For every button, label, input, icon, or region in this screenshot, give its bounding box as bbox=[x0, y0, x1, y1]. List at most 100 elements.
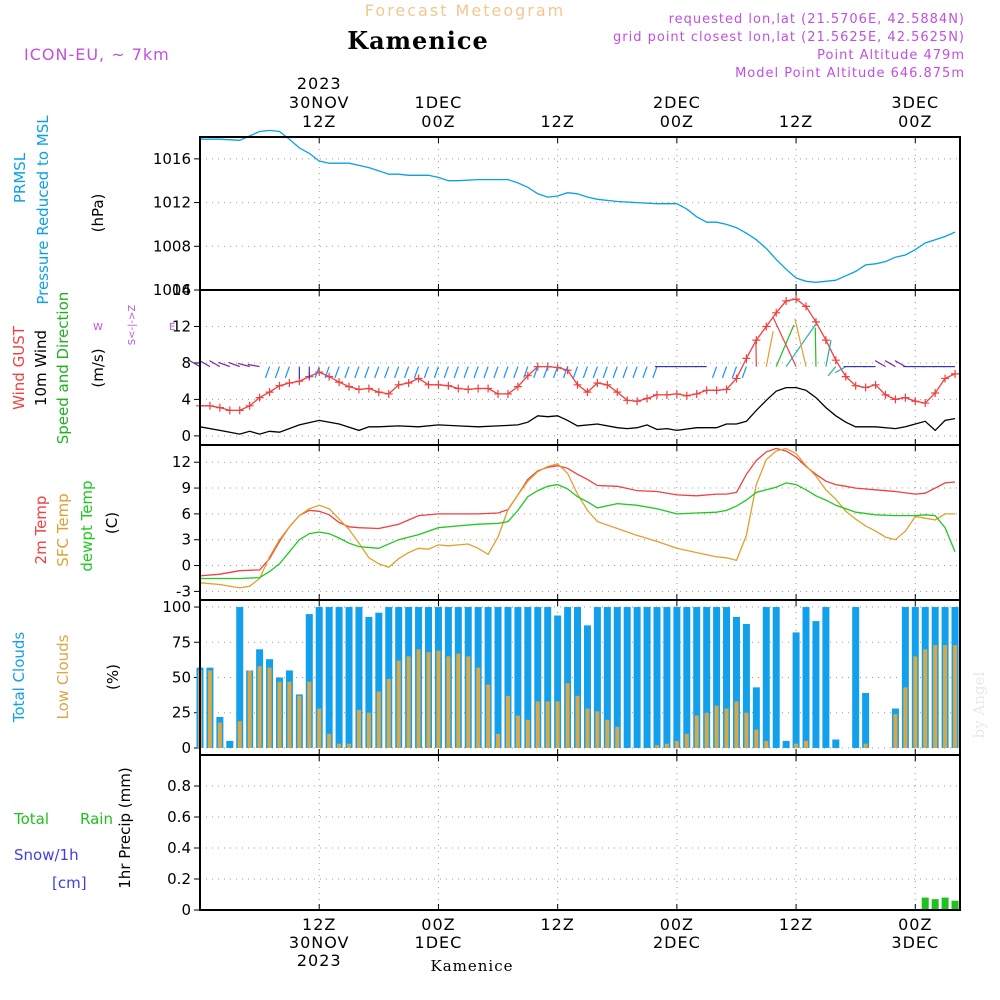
wind-gust-line bbox=[200, 298, 956, 412]
y-tick-label: 25 bbox=[172, 704, 191, 722]
total-clouds-bar bbox=[305, 614, 313, 748]
prmsl-line bbox=[200, 129, 956, 283]
low-clouds-bar bbox=[764, 740, 769, 748]
low-clouds-bar bbox=[525, 719, 530, 748]
gust-marker bbox=[643, 394, 652, 403]
gust-marker bbox=[831, 356, 840, 365]
low-clouds-bar bbox=[605, 719, 610, 748]
snow-label: Snow/1h bbox=[14, 846, 79, 864]
total-clouds-bar bbox=[723, 607, 731, 748]
low-clouds-bar bbox=[863, 743, 868, 748]
wind-direction-arrow bbox=[314, 366, 320, 379]
y-tick-label: 12 bbox=[172, 453, 191, 471]
total-clouds-bar bbox=[901, 607, 909, 748]
gust-marker bbox=[613, 388, 622, 397]
low-clouds-bar bbox=[496, 733, 501, 748]
gust-marker bbox=[454, 384, 463, 393]
gust-marker bbox=[494, 389, 503, 398]
total-clouds-bar bbox=[613, 607, 621, 748]
low-clouds-bar bbox=[476, 667, 481, 748]
gust-marker bbox=[662, 390, 671, 399]
wind-direction-arrow bbox=[572, 366, 579, 379]
wind-direction-arrow bbox=[741, 366, 747, 379]
total-rain-bar bbox=[951, 900, 959, 910]
total-clouds-bar bbox=[623, 607, 631, 748]
low-clouds-bar bbox=[217, 722, 222, 748]
y-tick-label: 0 bbox=[181, 901, 191, 919]
top-time-label: 12Z bbox=[302, 112, 336, 131]
low-clouds-bar bbox=[674, 740, 679, 748]
gust-marker bbox=[792, 295, 801, 304]
gust-marker bbox=[802, 302, 811, 311]
y-tick-label: 75 bbox=[172, 633, 191, 651]
low-clouds-bar bbox=[903, 687, 908, 748]
gust-marker bbox=[871, 380, 880, 389]
clouds-unit: (%) bbox=[104, 664, 122, 690]
wind-direction-arrow bbox=[622, 366, 628, 379]
y-tick-label: 0.6 bbox=[167, 808, 191, 826]
location-title: Kamenice bbox=[347, 26, 489, 55]
gust-marker bbox=[414, 374, 423, 383]
wind-direction-arrow bbox=[247, 363, 260, 368]
total-clouds-bar bbox=[534, 607, 542, 748]
total-clouds-bar bbox=[385, 607, 393, 748]
y-tick-label: 3 bbox=[181, 531, 191, 549]
low-clouds-bar bbox=[337, 743, 342, 748]
wind-direction-arrow bbox=[503, 366, 509, 379]
top-time-label: 00Z bbox=[898, 112, 932, 131]
total-clouds-bar bbox=[345, 607, 353, 748]
low-clouds-bar bbox=[575, 695, 580, 748]
top-time-label: 2023 bbox=[297, 74, 342, 93]
top-time-label: 00Z bbox=[660, 112, 694, 131]
gust-marker bbox=[225, 406, 234, 415]
low-clouds-bar bbox=[585, 708, 590, 748]
gust-marker bbox=[424, 380, 433, 389]
gust-marker bbox=[742, 354, 751, 363]
bottom-time-label: 2023 bbox=[297, 951, 342, 970]
panel-frame bbox=[199, 136, 961, 291]
wind-direction-arrow bbox=[453, 366, 459, 379]
total-clouds-bar bbox=[583, 625, 591, 748]
clouds-panel: Total Clouds Low Clouds (%) 0 25 50 75 100 bbox=[10, 598, 961, 757]
top-time-label: 00Z bbox=[421, 112, 455, 131]
sfc-temp-line bbox=[199, 447, 955, 589]
low-clouds-bar bbox=[267, 667, 272, 748]
gust-marker bbox=[583, 388, 592, 397]
total-clouds-bar bbox=[693, 607, 701, 748]
y-tick-label: 1004 bbox=[153, 281, 191, 299]
wind-direction-arrow bbox=[403, 366, 410, 379]
low-clouds-bar bbox=[694, 715, 699, 748]
top-time-label: 2DEC bbox=[653, 93, 701, 112]
bottom-time-label: 30NOV bbox=[289, 933, 350, 952]
total-clouds-bar bbox=[742, 623, 750, 748]
credit-label: by Angel bbox=[970, 671, 988, 738]
gust-marker bbox=[285, 379, 294, 387]
wind-direction-arrow bbox=[562, 366, 569, 379]
top-time-label: 12Z bbox=[540, 112, 574, 131]
total-clouds-bar bbox=[564, 607, 572, 748]
y-tick-label: 0 bbox=[181, 557, 191, 575]
precip-panel: Total Rain Snow/1h [cm] 1hr Precip (mm) … bbox=[13, 754, 961, 919]
low-clouds-bar bbox=[913, 656, 918, 748]
wind-direction-arrow bbox=[473, 366, 479, 379]
pressure-label-line2: Pressure Reduced to MSL bbox=[34, 115, 52, 305]
low-clouds-bar bbox=[555, 701, 560, 748]
panel-frame bbox=[199, 444, 961, 601]
total-clouds-bar bbox=[335, 607, 343, 748]
gust-marker bbox=[692, 389, 701, 398]
footer-location: Kamenice bbox=[431, 957, 514, 975]
wind-direction-arrow bbox=[775, 324, 795, 367]
low-clouds-bar bbox=[684, 733, 689, 748]
gust-marker bbox=[533, 362, 542, 371]
low-clouds-bar bbox=[436, 650, 441, 748]
low-clouds-bar bbox=[943, 645, 948, 748]
gust-marker bbox=[255, 393, 264, 402]
y-tick-label: 0 bbox=[181, 427, 191, 445]
low-clouds-bar bbox=[714, 705, 719, 748]
gust-marker bbox=[682, 391, 691, 400]
gust-marker bbox=[215, 403, 224, 412]
wind-direction-arrow bbox=[765, 331, 774, 367]
low-clouds-bar bbox=[794, 743, 799, 748]
gust-marker bbox=[712, 386, 721, 395]
gust-marker bbox=[861, 383, 870, 392]
